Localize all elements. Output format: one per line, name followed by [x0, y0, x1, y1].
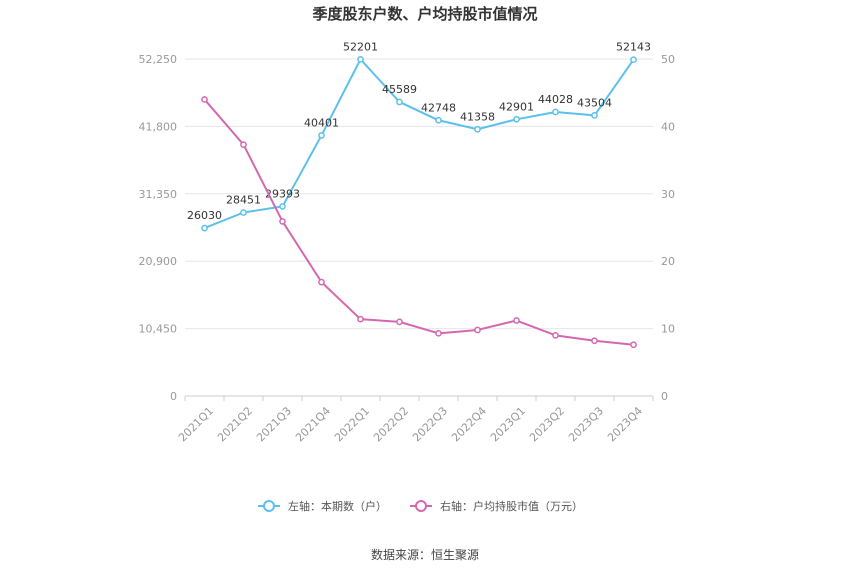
right-tick-label: 50 [661, 53, 675, 66]
x-axis: 2021Q12021Q22021Q32021Q42022Q12022Q22022… [176, 396, 654, 444]
data-point [552, 108, 559, 116]
data-point [435, 329, 442, 337]
data-point [630, 56, 637, 64]
right-tick-label: 10 [661, 323, 675, 336]
x-tick-label: 2021Q4 [293, 404, 333, 444]
x-tick-label: 2023Q3 [566, 404, 606, 444]
data-label: 45589 [382, 83, 417, 96]
legend-item-1[interactable]: 左轴：本期数（户） [258, 499, 387, 513]
legend-item-2[interactable]: 右轴：户均持股市值（万元） [410, 499, 583, 513]
data-point [357, 315, 364, 323]
data-point [279, 203, 286, 210]
x-tick-label: 2023Q4 [605, 404, 645, 444]
data-point [201, 96, 208, 103]
data-point [513, 115, 520, 123]
data-point [630, 341, 637, 349]
x-tick-label: 2021Q1 [176, 404, 216, 444]
data-label: 40401 [304, 116, 339, 129]
data-point [591, 337, 598, 345]
series-line-1 [204, 58, 635, 230]
x-tick-label: 2023Q1 [488, 404, 528, 444]
x-tick-label: 2021Q3 [254, 404, 294, 444]
data-point [240, 209, 247, 216]
data-label: 42748 [421, 101, 456, 114]
data-point [435, 116, 442, 124]
data-point [357, 55, 364, 63]
left-tick-label: 0 [170, 390, 177, 403]
x-tick-label: 2021Q2 [215, 404, 255, 444]
series-layer: 26030 28451 29393 40401 52201 45589 42748 41358… [187, 40, 651, 349]
source-note: 数据来源：恒生聚源 [371, 547, 479, 562]
legend-marker-icon [415, 500, 427, 512]
left-tick-label: 31,350 [139, 188, 178, 201]
x-tick-label: 2022Q1 [332, 404, 372, 444]
left-tick-label: 52,250 [139, 53, 178, 66]
legend-label: 左轴：本期数（户） [288, 499, 387, 513]
data-point [318, 278, 325, 286]
x-tick-label: 2023Q2 [527, 404, 567, 444]
data-label: 52201 [343, 40, 378, 53]
data-label: 29393 [265, 187, 300, 200]
legend[interactable]: 左轴：本期数（户） 右轴：户均持股市值（万元） [258, 499, 583, 513]
data-label: 44028 [538, 93, 573, 106]
data-point [474, 125, 481, 133]
data-label: 42901 [499, 100, 534, 113]
x-tick-label: 2022Q4 [449, 404, 489, 444]
right-tick-label: 0 [661, 390, 668, 403]
grid [185, 58, 653, 397]
data-label: 26030 [187, 209, 222, 222]
data-point [240, 141, 247, 148]
data-label: 28451 [226, 193, 261, 206]
data-label: 43504 [577, 96, 612, 109]
x-tick-label: 2022Q2 [371, 404, 411, 444]
left-axis: 0 10,450 20,900 31,350 41,800 52,250 [139, 53, 178, 403]
data-point [513, 317, 520, 324]
right-tick-label: 30 [661, 188, 675, 201]
x-tick-label: 2022Q3 [410, 404, 450, 444]
legend-marker-icon [263, 500, 275, 512]
left-tick-label: 20,900 [139, 255, 178, 268]
data-point [552, 331, 559, 339]
right-tick-label: 40 [661, 120, 675, 133]
data-point [396, 318, 403, 326]
data-point [201, 224, 208, 232]
data-point [591, 112, 598, 119]
left-tick-label: 41,800 [139, 120, 178, 133]
left-tick-label: 10,450 [139, 323, 178, 336]
data-point [318, 132, 325, 139]
data-point [279, 218, 286, 225]
legend-label: 右轴：户均持股市值（万元） [440, 499, 583, 513]
right-axis: 0 10 20 30 40 50 [661, 53, 675, 403]
chart-title: 季度股东户数、户均持股市值情况 [312, 5, 537, 23]
data-point [474, 326, 481, 334]
data-point [396, 98, 403, 106]
series-line-2 [203, 98, 634, 346]
right-tick-label: 20 [661, 255, 675, 268]
data-label: 41358 [460, 110, 495, 123]
data-label: 52143 [616, 41, 651, 54]
